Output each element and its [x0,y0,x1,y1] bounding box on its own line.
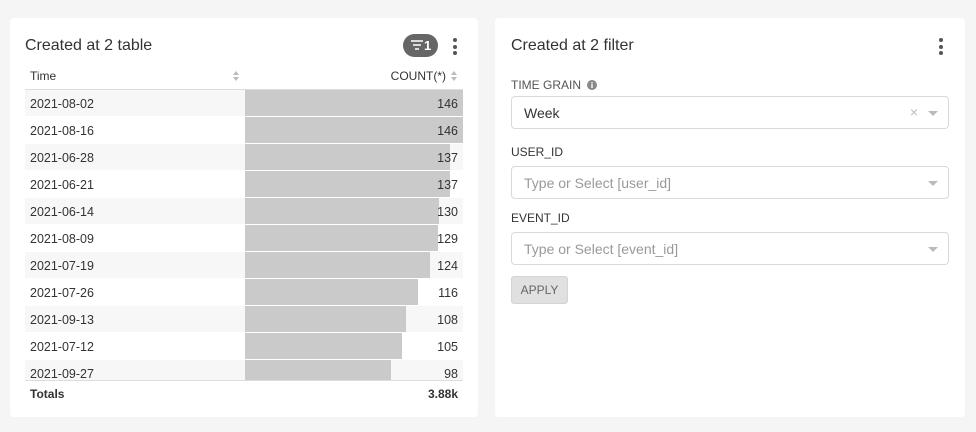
time-cell: 2021-09-13 [30,313,94,327]
count-bar [245,279,419,305]
totals-value: 3.88k [427,387,458,401]
count-cell: 129 [437,232,458,246]
table-row[interactable]: 2021-06-14 130 [25,198,463,225]
table-row[interactable]: 2021-09-13 108 [25,306,463,333]
time-cell: 2021-08-16 [30,124,94,138]
table-card: Created at 2 table 1 Time COUNT(*) 2021-… [10,18,478,417]
column-header[interactable]: Time [30,69,57,83]
count-cell: 98 [444,367,458,380]
header-border [25,89,463,90]
panel-title: Created at 2 table [25,37,153,54]
time-cell: 2021-08-09 [30,232,94,246]
totals-border [25,380,463,381]
time-cell: 2021-07-26 [30,286,94,300]
count-bar [245,306,407,332]
clear-icon[interactable]: × [909,104,918,120]
table-row[interactable]: 2021-06-28 137 [25,144,463,171]
count-cell: 146 [437,124,458,138]
dropdown-arrow [928,181,938,186]
badge-count: 1 [424,38,432,53]
count-bar [245,198,440,224]
select[interactable]: Week × [511,96,949,129]
table-row[interactable]: 2021-07-26 116 [25,279,463,306]
totals-label: Totals [30,387,65,401]
menu[interactable] [939,38,943,58]
filter-icon [411,40,423,50]
count-bar [245,117,463,143]
sort-icon [233,71,239,75]
filter-label: TIME GRAIN [511,78,598,92]
time-cell: 2021-06-14 [30,205,94,219]
select-placeholder: Type or Select [event_id] [524,241,679,257]
time-cell: 2021-06-28 [30,151,94,165]
filter-label: EVENT_ID [511,211,570,225]
count-cell: 137 [437,178,458,192]
sort-icon [451,77,457,81]
count-cell: 146 [437,97,458,111]
panel-title: Created at 2 filter [511,37,634,54]
column-header[interactable]: COUNT(*) [390,69,446,83]
table-row[interactable]: 2021-08-02 146 [25,90,463,117]
select[interactable]: Type or Select [event_id] [511,232,949,265]
dropdown-arrow [928,247,938,252]
filter-badge[interactable]: 1 [403,34,438,57]
time-cell: 2021-07-19 [30,259,94,273]
table-row[interactable]: 2021-07-12 105 [25,333,463,360]
filter-label-text: TIME GRAIN [511,78,582,92]
count-bar [245,90,463,116]
filter-label: USER_ID [511,145,564,159]
info-icon[interactable] [587,80,598,90]
count-cell: 108 [437,313,458,327]
count-bar [245,333,402,359]
time-cell: 2021-07-12 [30,340,94,354]
table-row[interactable]: 2021-08-16 146 [25,117,463,144]
table-row[interactable]: 2021-08-09 129 [25,225,463,252]
count-cell: 105 [437,340,458,354]
table-body: 2021-08-02 146 2021-08-16 146 2021-06-28 137 2… [10,90,478,380]
time-cell: 2021-09-27 [30,367,94,380]
sort-icon [233,77,239,81]
count-cell: 137 [437,151,458,165]
dropdown-arrow [928,111,938,116]
filter-card: Created at 2 filter TIME GRAIN Week × US… [495,18,965,417]
count-bar [245,171,450,197]
table-row[interactable]: 2021-07-19 124 [25,252,463,279]
count-bar [245,360,392,380]
count-bar [245,144,450,170]
table-row[interactable]: 2021-09-27 98 [25,360,463,380]
count-cell: 124 [437,259,458,273]
count-cell: 130 [437,205,458,219]
count-cell: 116 [438,286,458,300]
menu[interactable] [453,38,457,58]
apply-button[interactable]: APPLY [511,276,568,304]
count-bar [245,252,431,278]
select[interactable]: Type or Select [user_id] [511,166,949,199]
table-row[interactable]: 2021-06-21 137 [25,171,463,198]
select-placeholder: Type or Select [user_id] [524,175,672,191]
select-value: Week [524,105,560,121]
sort-icon [451,71,457,75]
count-bar [245,225,438,251]
time-cell: 2021-08-02 [30,97,94,111]
time-cell: 2021-06-21 [30,178,94,192]
